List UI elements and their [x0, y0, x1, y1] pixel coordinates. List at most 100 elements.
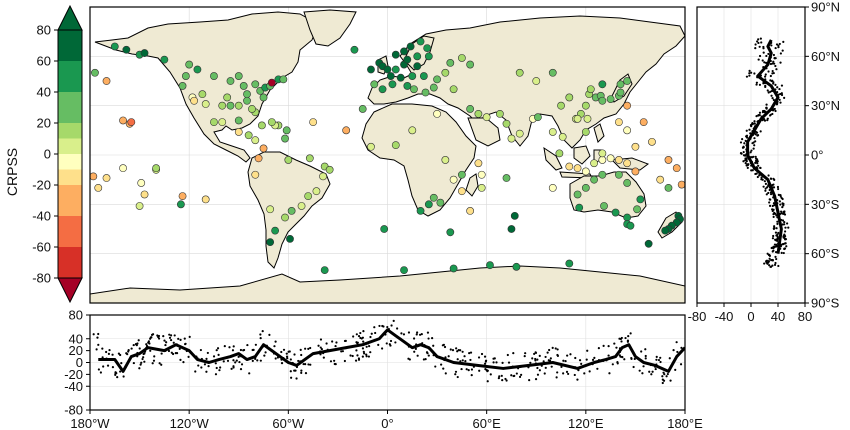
latitude-panel-y-tick-label: 60°N: [811, 49, 840, 64]
station-marker: [239, 82, 248, 90]
station-marker: [581, 183, 590, 192]
longitude-scatter-point: [402, 333, 406, 336]
longitude-scatter-point: [228, 346, 231, 349]
longitude-scatter-point: [413, 350, 416, 353]
longitude-scatter-point: [510, 374, 513, 377]
latitude-scatter-point: [740, 152, 743, 155]
longitude-scatter-point: [507, 361, 511, 364]
longitude-scatter-point: [512, 352, 515, 355]
station-marker: [626, 221, 635, 230]
longitude-scatter-point: [169, 338, 173, 342]
latitude-scatter-point: [769, 198, 772, 201]
longitude-scatter-point: [655, 355, 658, 358]
longitude-scatter-point: [478, 369, 481, 372]
station-marker: [282, 126, 291, 135]
longitude-scatter-point: [662, 379, 666, 382]
longitude-scatter-point: [529, 361, 532, 364]
longitude-scatter-point: [334, 344, 337, 348]
longitude-scatter-point: [97, 343, 100, 346]
longitude-scatter-point: [422, 358, 425, 361]
latitude-scatter-point: [783, 213, 787, 216]
longitude-scatter-point: [343, 359, 346, 363]
station-marker: [254, 154, 263, 163]
latitude-panel-y-ticks: 90°N 60°N 30°N 0° 30°S 60°S 90°S: [805, 0, 840, 311]
longitude-scatter-point: [184, 342, 187, 345]
longitude-panel-y-tick-label: 0: [76, 355, 83, 370]
colorbar-bin: [58, 138, 82, 154]
longitude-scatter-point: [152, 359, 156, 362]
station-marker: [234, 72, 243, 80]
station-marker: [600, 202, 608, 210]
longitude-scatter-point: [111, 366, 115, 369]
longitude-scatter-point: [454, 370, 458, 373]
longitude-scatter-point: [555, 376, 558, 379]
station-marker: [586, 85, 595, 94]
latitude-scatter-point: [767, 91, 770, 94]
longitude-scatter-point: [654, 367, 657, 371]
station-marker: [446, 228, 455, 237]
longitude-scatter-point: [566, 354, 569, 357]
station-marker: [575, 203, 584, 212]
longitude-scatter-point: [574, 356, 577, 360]
longitude-scatter-point: [547, 359, 550, 362]
station-marker: [396, 73, 405, 82]
latitude-scatter-point: [779, 101, 782, 104]
longitude-scatter-point: [149, 349, 152, 352]
longitude-scatter-point: [492, 361, 495, 364]
longitude-scatter-point: [218, 369, 221, 372]
station-marker: [386, 72, 395, 80]
station-marker: [266, 205, 275, 214]
latitude-scatter-point: [757, 38, 760, 41]
latitude-panel-y-tick-label: 90°N: [811, 0, 840, 15]
map-frame: [89, 6, 686, 304]
latitude-panel-x-tick-label: 80: [798, 309, 812, 324]
colorbar-tick-label: -40: [32, 209, 51, 224]
longitude-scatter-point: [130, 347, 133, 350]
longitude-scatter-point: [355, 349, 358, 352]
latitude-scatter-point: [753, 137, 756, 140]
longitude-scatter-point: [319, 346, 322, 349]
latitude-scatter-point: [764, 189, 767, 192]
latitude-scatter-point: [741, 146, 745, 149]
latitude-scatter-point: [745, 157, 748, 160]
latitude-scatter-point: [774, 109, 777, 113]
longitude-scatter-point: [119, 370, 122, 373]
station-marker: [548, 183, 557, 192]
latitude-scatter-point: [760, 41, 763, 44]
longitude-scatter-point: [352, 335, 355, 338]
station-marker: [378, 85, 387, 94]
latitude-scatter-point: [753, 120, 756, 123]
station-marker: [279, 75, 288, 84]
longitude-scatter-point: [357, 357, 361, 360]
longitude-scatter-point: [214, 362, 217, 365]
longitude-scatter-point: [548, 348, 551, 352]
longitude-scatter-point: [480, 352, 484, 356]
longitude-scatter-point: [607, 345, 610, 348]
station-marker: [281, 134, 289, 143]
longitude-scatter-point: [483, 362, 487, 365]
longitude-scatter-point: [534, 359, 537, 362]
latitude-scatter-point: [767, 174, 770, 177]
station-marker: [259, 144, 268, 153]
longitude-scatter-point: [377, 343, 380, 346]
longitude-scatter-point: [461, 350, 464, 353]
longitude-scatter-point: [465, 368, 468, 371]
station-marker: [534, 113, 542, 122]
longitude-scatter-point: [107, 352, 110, 355]
longitude-scatter-point: [662, 371, 665, 374]
longitude-scatter-point: [280, 362, 284, 365]
latitude-scatter-point: [782, 211, 786, 214]
station-marker: [226, 101, 235, 110]
colorbar-ticks: 80 60 40 20 0 -20 -40 -60 -80: [32, 23, 58, 286]
longitude-scatter-point: [132, 343, 135, 347]
longitude-scatter-point: [217, 353, 220, 356]
latitude-scatter-point: [742, 150, 745, 154]
station-marker: [210, 72, 218, 80]
station-marker: [257, 121, 266, 130]
longitude-scatter-point: [674, 368, 677, 371]
latitude-scatter-point: [757, 164, 760, 167]
station-marker: [639, 118, 648, 127]
longitude-panel-y-tick-label: 80: [69, 308, 83, 323]
longitude-scatter-point: [655, 358, 658, 361]
latitude-scatter-point: [777, 264, 780, 268]
